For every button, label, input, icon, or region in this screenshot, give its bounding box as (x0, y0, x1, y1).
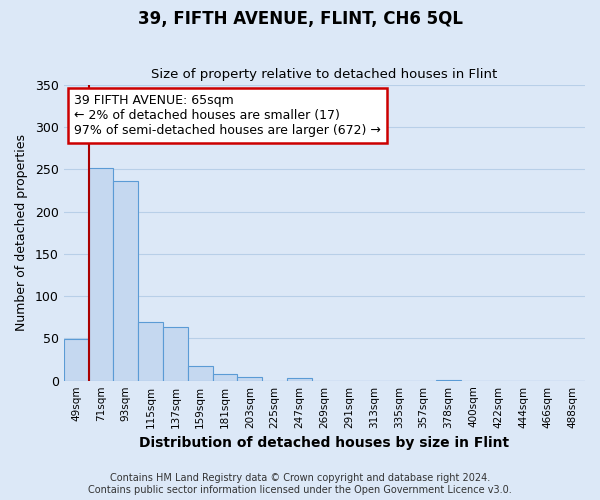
Bar (113, 182, 138, 380)
Bar (89, 168, 113, 380)
Bar (287, 378, 312, 380)
Bar (64, 340, 89, 380)
Bar (188, 366, 212, 380)
Text: 39, FIFTH AVENUE, FLINT, CH6 5QL: 39, FIFTH AVENUE, FLINT, CH6 5QL (137, 10, 463, 28)
Bar (163, 328, 188, 380)
Text: 39 FIFTH AVENUE: 65sqm
← 2% of detached houses are smaller (17)
97% of semi-deta: 39 FIFTH AVENUE: 65sqm ← 2% of detached … (74, 94, 381, 137)
Bar (238, 378, 262, 380)
Y-axis label: Number of detached properties: Number of detached properties (15, 134, 28, 332)
X-axis label: Distribution of detached houses by size in Flint: Distribution of detached houses by size … (139, 436, 509, 450)
Bar (138, 322, 163, 380)
Bar (212, 374, 238, 380)
Text: Contains HM Land Registry data © Crown copyright and database right 2024.
Contai: Contains HM Land Registry data © Crown c… (88, 474, 512, 495)
Title: Size of property relative to detached houses in Flint: Size of property relative to detached ho… (151, 68, 497, 81)
